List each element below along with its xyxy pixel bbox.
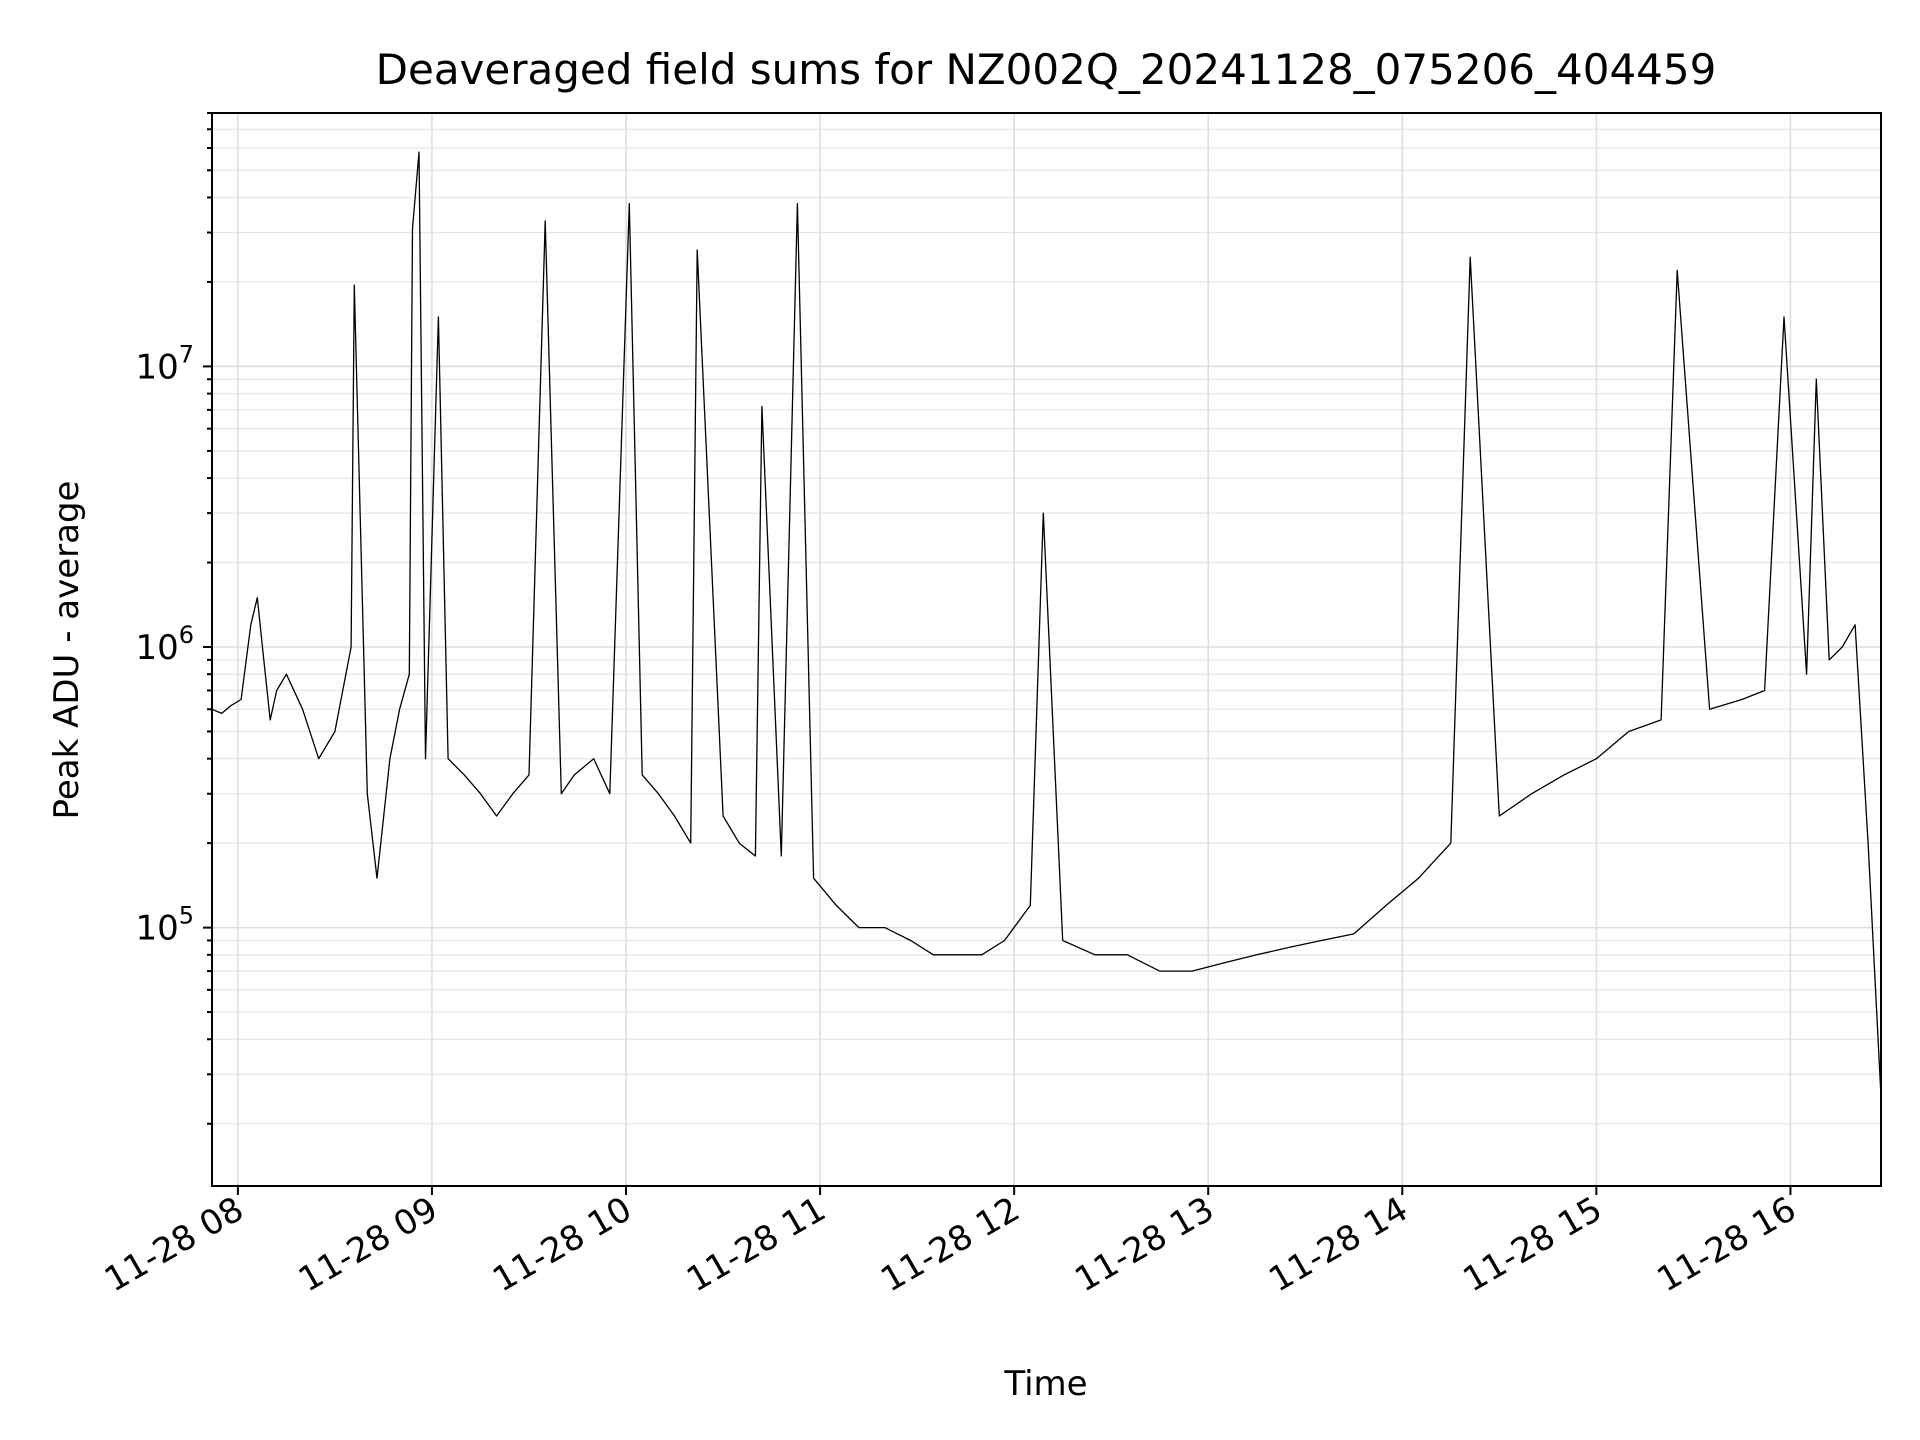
grid — [212, 112, 1881, 1186]
y-axis: 105 106 107 — [135, 112, 212, 1125]
chart-title: Deaveraged field sums for NZ002Q_2024112… — [376, 45, 1717, 94]
y-axis-label: Peak ADU - average — [47, 481, 87, 820]
y-tick-label: 107 — [135, 340, 194, 387]
y-tick-label: 105 — [135, 902, 194, 949]
y-tick-label: 106 — [135, 621, 194, 668]
axes-frame — [211, 112, 1882, 1187]
x-axis-label: Time — [1003, 1364, 1087, 1404]
plot-area — [211, 151, 1882, 1097]
series-line-0 — [211, 151, 1882, 1097]
